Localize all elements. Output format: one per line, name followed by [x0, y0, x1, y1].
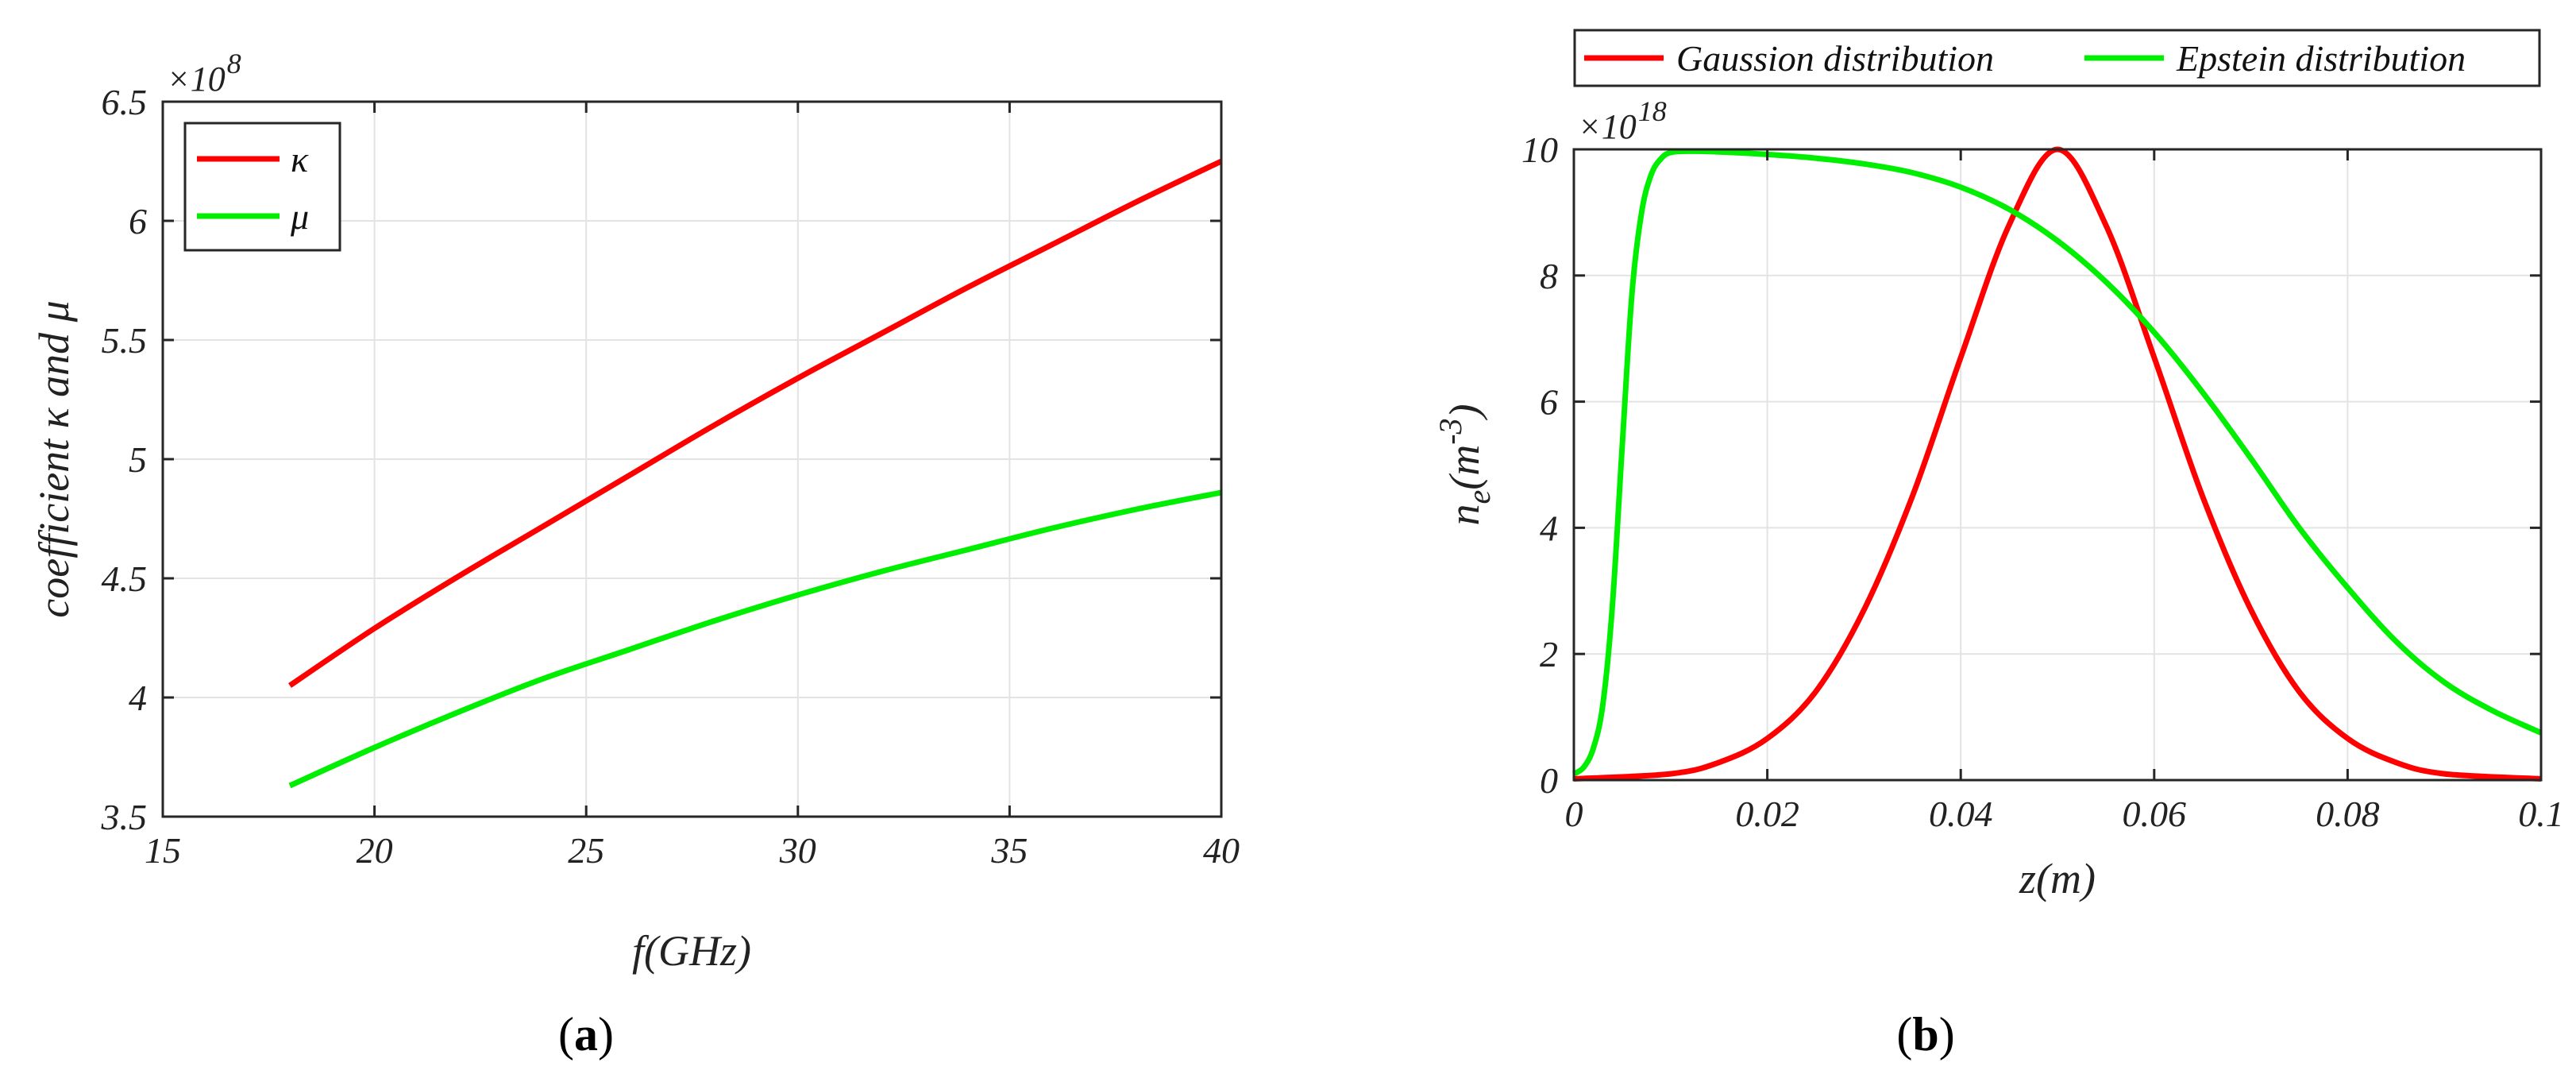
legend-label-b-1: Epstein distribution	[2176, 38, 2466, 79]
y-tick-label: 2	[1540, 634, 1558, 674]
y-tick-label: 6.5	[102, 82, 148, 122]
y-tick-label: 4.5	[102, 558, 148, 599]
plot-area-frame-b	[1572, 148, 2543, 782]
y-tick-label: 8	[1540, 256, 1558, 296]
series-line-a-1	[288, 489, 1222, 789]
x-tick-label: 0.04	[1929, 794, 1993, 834]
legend-box-b	[1573, 29, 2541, 87]
y-tick-label: 5	[129, 439, 147, 480]
series-line-b-1	[1571, 148, 2543, 777]
y-tick-label: 10	[1521, 129, 1558, 170]
y-multiplier-a: ×10	[167, 60, 226, 99]
x-tick-label: 0.1	[2518, 794, 2564, 834]
chart-panel-a: 15 20 25 30 35 40 3.5 4 4.5 5 5.5 6 6.5 ×10 8 f(GHz)…	[30, 48, 1240, 1061]
legend-label-a-1: μ	[290, 196, 309, 237]
legend-b: Gaussion distribution Epstein distributio…	[1573, 29, 2541, 87]
y-axis-label-b: ne(m-3)	[1433, 404, 1497, 525]
y-multiplier-exponent-b: 18	[1638, 95, 1667, 127]
x-tick-label: 40	[1203, 830, 1240, 871]
x-axis-label-a: f(GHz)	[632, 927, 751, 975]
panel-caption-b: (b)	[1896, 1008, 1954, 1061]
x-tick-label: 0.08	[2316, 794, 2380, 834]
x-tick-label: 0.02	[1735, 794, 1799, 834]
series-line-a-0	[288, 158, 1223, 688]
y-tick-label: 6	[129, 201, 147, 241]
legend-a: κμ	[183, 122, 341, 252]
y-tick-label: 6	[1540, 382, 1558, 423]
y-axis-label-a: coefficient κ and μ	[30, 300, 78, 617]
legend-label-a-0: κ	[291, 139, 309, 180]
x-tick-label: 0.06	[2123, 794, 2187, 834]
x-tick-label: 25	[568, 830, 604, 871]
y-tick-label: 3.5	[101, 797, 148, 837]
y-tick-label: 0	[1540, 760, 1558, 801]
panel-caption-a: (a)	[558, 1008, 614, 1061]
y-tick-label: 4	[129, 678, 147, 718]
y-multiplier-b: ×10	[1578, 107, 1637, 146]
x-tick-label: 35	[990, 830, 1028, 871]
x-tick-label: 0	[1565, 794, 1583, 834]
x-tick-label: 15	[145, 830, 181, 871]
y-tick-label: 5.5	[102, 320, 148, 361]
x-tick-label: 20	[357, 830, 393, 871]
x-tick-label: 30	[779, 830, 816, 871]
legend-label-b-0: Gaussion distribution	[1676, 38, 1994, 79]
legend-box-a	[183, 122, 341, 252]
y-tick-label: 4	[1540, 508, 1558, 548]
y-multiplier-exponent-a: 8	[227, 48, 241, 79]
x-axis-label-b: z(m)	[2019, 855, 2096, 902]
